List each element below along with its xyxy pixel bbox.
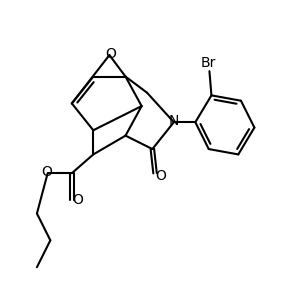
Text: N: N (169, 114, 179, 128)
Text: O: O (72, 193, 83, 207)
Text: O: O (105, 47, 116, 61)
Text: O: O (155, 169, 166, 183)
Text: O: O (41, 165, 52, 179)
Text: Br: Br (201, 56, 216, 70)
